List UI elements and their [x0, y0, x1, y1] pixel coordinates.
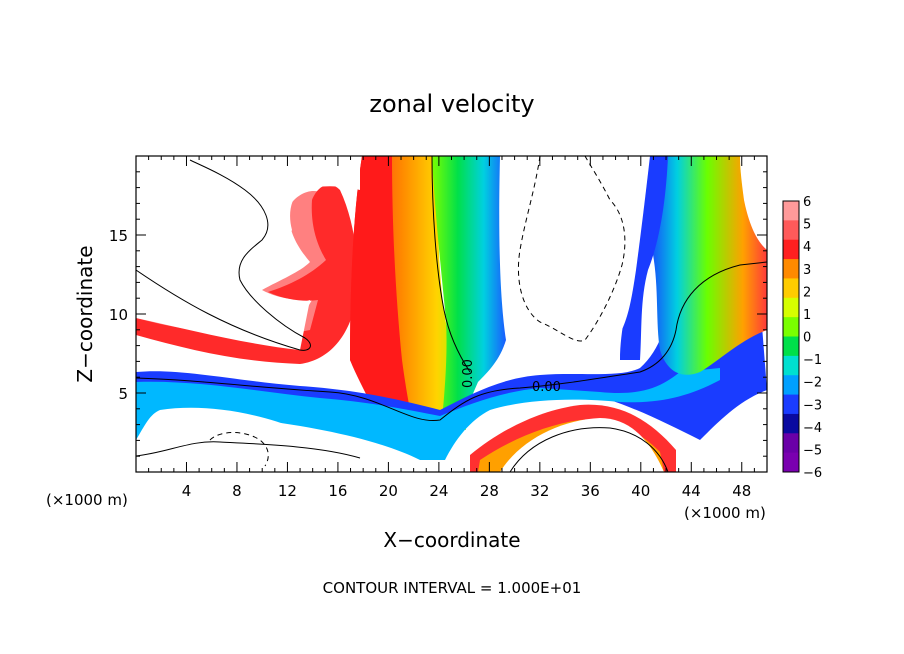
x-tick-label: 48	[732, 482, 751, 500]
colorbar-swatch	[783, 259, 799, 279]
x-tick-label: 8	[232, 482, 242, 500]
colorbar-swatch	[783, 336, 799, 357]
colorbar-swatch	[783, 220, 799, 241]
bottom-white-hole-mid	[372, 453, 418, 472]
x-axis: 4 8 12 16 20 24 28 32 36 40 44 48	[148, 156, 755, 500]
x-tick-label: 12	[278, 482, 297, 500]
colorbar-swatch	[783, 433, 799, 454]
x-axis-label: X−coordinate	[383, 528, 520, 552]
colorbar-label: 6	[803, 195, 811, 210]
right-jet-upper-white	[740, 156, 767, 250]
x-tick-label: 32	[530, 482, 549, 500]
colorbar-label: −3	[803, 398, 822, 413]
central-white-region	[500, 156, 650, 357]
colorbar-label: 3	[803, 263, 811, 278]
colorbar-swatch	[783, 413, 799, 434]
colorbar-swatch	[783, 452, 799, 473]
green-blue-band	[432, 156, 506, 440]
y-tick-label: 5	[118, 385, 128, 403]
x-tick-label: 28	[480, 482, 499, 500]
colorbar-swatch	[783, 239, 799, 260]
x-tick-label: 24	[429, 482, 448, 500]
colorbar-swatch	[783, 317, 799, 337]
x-tick-label: 36	[581, 482, 600, 500]
colorbar: 6 5 4 3 2 1 0 −1 −2 −3 −4 −5 −6	[782, 195, 822, 481]
x-tick-label: 4	[182, 482, 192, 500]
colorbar-swatch	[783, 355, 799, 376]
colorbar-label: −1	[803, 353, 822, 368]
bottom-white-hole-left	[136, 407, 330, 472]
colorbar-label: −5	[803, 443, 822, 458]
x-unit-label-left: (×1000 m)	[46, 491, 128, 509]
y-axis-label: Z−coordinate	[73, 245, 97, 382]
positive-lobe-left-core	[136, 184, 358, 364]
colorbar-label: 1	[803, 308, 811, 323]
x-tick-label: 20	[379, 482, 398, 500]
x-tick-label: 40	[631, 482, 650, 500]
colorbar-label: −4	[803, 421, 822, 436]
bottom-white-hole-right	[500, 418, 664, 472]
colorbar-swatch	[783, 278, 799, 299]
y-tick-label: 15	[109, 227, 128, 245]
chart-title: zonal velocity	[369, 90, 534, 118]
colorbar-swatch	[783, 375, 799, 396]
colorbar-label: −6	[803, 466, 822, 481]
x-tick-label: 16	[328, 482, 347, 500]
contour-label: 0.00	[461, 359, 476, 388]
velocity-field	[136, 156, 767, 472]
right-blue-band	[620, 156, 668, 360]
contour-interval-note: CONTOUR INTERVAL = 1.000E+01	[323, 579, 582, 597]
colorbar-frame	[782, 200, 800, 473]
colorbar-swatch	[783, 201, 799, 221]
y-axis: 5 10 15	[109, 171, 767, 457]
x-unit-label-right: (×1000 m)	[684, 504, 766, 522]
colorbar-label: 0	[803, 331, 811, 346]
lower-cyan-layer	[136, 368, 720, 460]
colorbar-swatch	[783, 297, 799, 318]
contour-lines	[136, 156, 767, 472]
central-jet-red-core	[350, 156, 412, 420]
y-tick-label: 10	[109, 306, 128, 324]
colorbar-label: 2	[803, 285, 811, 300]
colorbar-label: 5	[803, 218, 811, 233]
colorbar-label: 4	[803, 240, 811, 255]
right-jet	[647, 156, 767, 375]
contour-label: 0.00	[532, 380, 561, 395]
negative-contour-lines	[209, 156, 626, 467]
colorbar-swatch	[783, 394, 799, 415]
x-tick-label: 44	[682, 482, 701, 500]
colorbar-label: −2	[803, 376, 822, 391]
